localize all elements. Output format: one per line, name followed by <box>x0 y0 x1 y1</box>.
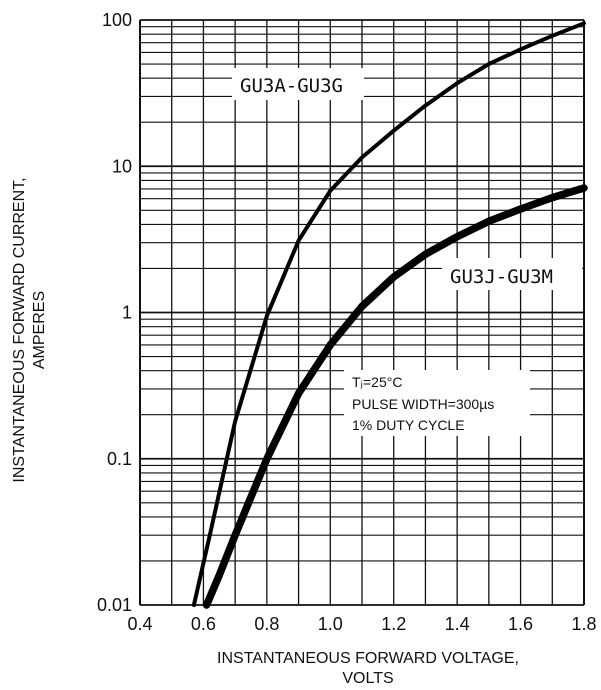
y-tick-label: 100 <box>102 10 132 30</box>
series-lines <box>191 21 588 609</box>
grid <box>139 19 585 606</box>
x-tick-label: 0.8 <box>254 614 279 634</box>
series-label-gu3a-gu3g: GU3A-GU3G <box>240 75 343 97</box>
tick-labels: 0.4 0.6 0.8 1.0 1.2 1.4 1.6 1.8 0.01 0.1 1 10 100 <box>97 10 597 634</box>
annotation-pulse-width: PULSE WIDTH=300µs <box>352 396 494 412</box>
y-tick-label: 0.01 <box>97 595 132 615</box>
x-tick-label: 0.6 <box>191 614 216 634</box>
x-tick-label: 1.6 <box>508 614 533 634</box>
x-tick-label: 1.4 <box>445 614 470 634</box>
annotation-bg <box>344 370 530 436</box>
y-axis-label-line1: INSTANTANEOUS FORWARD CURRENT, <box>11 177 28 482</box>
y-tick-label: 1 <box>122 303 132 323</box>
y-tick-label: 0.1 <box>107 449 132 469</box>
x-tick-label: 1.8 <box>571 614 596 634</box>
annotation-temperature: Tⱼ=25°C <box>352 374 402 390</box>
y-tick-label: 10 <box>112 156 132 176</box>
series-label-gu3j-gu3m: GU3J-GU3M <box>450 266 553 288</box>
y-axis-label-line2: AMPERES <box>31 291 48 369</box>
series-label-bg-a <box>232 68 364 100</box>
x-axis-label-line2: VOLTS <box>342 670 393 687</box>
x-axis-label-line1: INSTANTANEOUS FORWARD VOLTAGE, <box>217 650 519 667</box>
series-line-gu3a-gu3g <box>191 21 586 607</box>
y-axis-label-group: INSTANTANEOUS FORWARD CURRENT, AMPERES <box>11 177 48 482</box>
series-line-gu3j-gu3m <box>202 184 588 609</box>
annotation-duty-cycle: 1% DUTY CYCLE <box>352 417 465 433</box>
series-label-bg-j <box>442 258 582 290</box>
x-tick-label: 0.4 <box>127 614 152 634</box>
x-tick-label: 1.2 <box>381 614 406 634</box>
x-tick-label: 1.0 <box>318 614 343 634</box>
